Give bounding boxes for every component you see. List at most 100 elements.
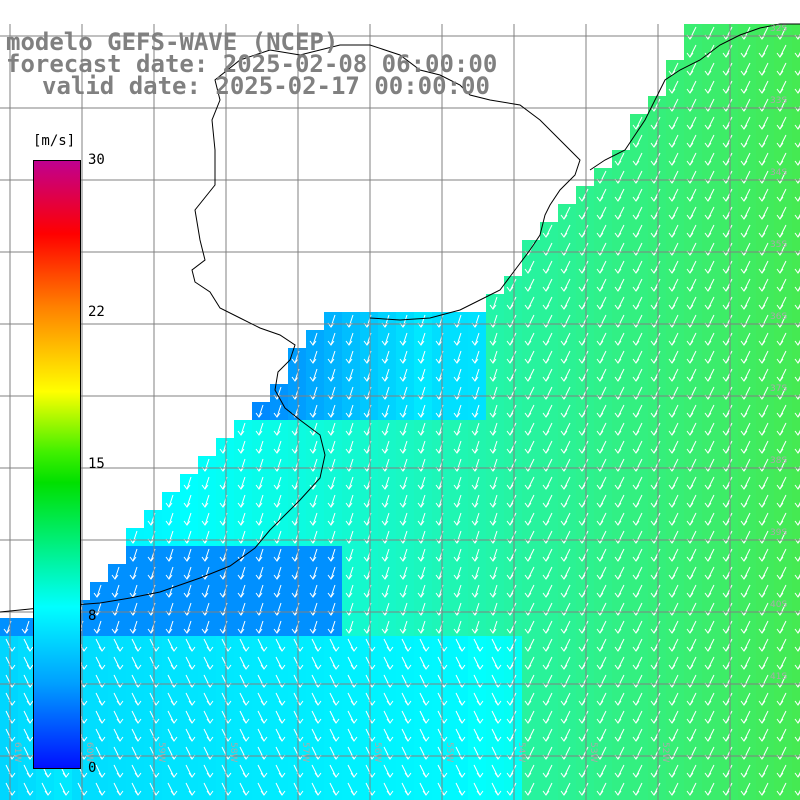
field-cell	[792, 528, 800, 546]
wind-arrow	[542, 494, 553, 508]
wind-arrow	[167, 782, 178, 796]
wind-arrow	[524, 620, 535, 634]
wind-arrow	[632, 368, 643, 382]
wind-arrow	[650, 782, 661, 796]
wind-arrow	[722, 512, 733, 526]
field-cell	[360, 798, 378, 800]
field-cell	[792, 24, 800, 42]
wind-arrow	[417, 422, 426, 436]
wind-arrow	[345, 422, 354, 436]
wind-arrow	[473, 638, 484, 652]
field-cell	[792, 276, 800, 294]
wind-arrow	[686, 296, 697, 310]
wind-arrow	[776, 134, 787, 148]
wind-arrow	[399, 422, 408, 436]
wind-arrow	[417, 494, 426, 508]
field-cell	[792, 492, 800, 510]
wind-arrow	[311, 764, 322, 778]
wind-arrow	[113, 656, 124, 670]
field-cell	[180, 798, 198, 800]
wind-arrow	[95, 638, 106, 652]
wind-arrow	[722, 152, 733, 166]
wind-arrow	[668, 80, 679, 94]
wind-arrow	[722, 548, 733, 562]
wind-arrow	[113, 764, 124, 778]
wind-arrow	[327, 350, 336, 364]
wind-arrow	[560, 224, 571, 238]
wind-arrow	[560, 278, 571, 292]
wind-arrow	[381, 350, 390, 364]
wind-arrow	[506, 728, 517, 742]
wind-arrow	[345, 620, 354, 634]
wind-arrow	[471, 368, 480, 382]
wind-arrow	[668, 620, 679, 634]
wind-arrow	[542, 476, 553, 490]
field-cell	[738, 798, 756, 800]
wind-arrow	[578, 584, 589, 598]
wind-arrow	[776, 494, 787, 508]
wind-arrow	[740, 728, 751, 742]
field-cell	[198, 798, 216, 800]
wind-arrow	[614, 512, 625, 526]
field-cell	[792, 798, 800, 800]
wind-arrow	[111, 620, 120, 634]
wind-arrow	[129, 566, 138, 580]
wind-arrow	[740, 440, 751, 454]
wind-arrow	[596, 296, 607, 310]
wind-arrow	[632, 584, 643, 598]
wind-arrow	[383, 764, 394, 778]
wind-arrow	[275, 782, 286, 796]
wind-arrow	[524, 260, 535, 274]
wind-arrow	[668, 638, 679, 652]
wind-arrow	[453, 548, 462, 562]
wind-arrow	[722, 584, 733, 598]
wind-arrow	[650, 188, 661, 202]
wind-arrow	[542, 656, 553, 670]
wind-arrow	[417, 350, 426, 364]
field-cell	[378, 798, 396, 800]
wind-arrow	[668, 134, 679, 148]
lat-label: 34S	[770, 168, 788, 178]
wind-arrow	[686, 224, 697, 238]
wind-arrow	[401, 728, 412, 742]
wind-arrow	[596, 494, 607, 508]
wind-arrow	[758, 566, 769, 580]
field-cell	[792, 132, 800, 150]
field-cell	[18, 798, 36, 800]
wind-arrow	[381, 440, 390, 454]
wind-arrow	[776, 422, 787, 436]
wind-arrow	[740, 296, 751, 310]
wind-arrow	[167, 638, 178, 652]
wind-arrow	[453, 584, 462, 598]
wind-arrow	[183, 512, 192, 526]
wind-arrow	[794, 429, 800, 436]
wind-arrow	[776, 548, 787, 562]
wind-arrow	[632, 710, 643, 724]
wind-arrow	[776, 476, 787, 490]
field-cell	[576, 798, 594, 800]
wind-arrow	[273, 584, 282, 598]
field-cell	[792, 78, 800, 96]
wind-arrow	[542, 404, 553, 418]
wind-arrow	[668, 260, 679, 274]
wind-arrow	[542, 620, 553, 634]
field-cell	[468, 798, 486, 800]
wind-arrow	[776, 188, 787, 202]
wind-arrow	[309, 494, 318, 508]
wind-arrow	[740, 116, 751, 130]
wind-arrow	[794, 645, 800, 652]
wind-arrow	[381, 566, 390, 580]
wind-arrow	[201, 494, 210, 508]
field-cell	[450, 798, 468, 800]
wind-arrow	[578, 512, 589, 526]
wind-arrow	[327, 566, 336, 580]
wind-arrow	[776, 260, 787, 274]
wind-arrow	[614, 476, 625, 490]
wind-arrow	[704, 782, 715, 796]
wind-arrow	[740, 278, 751, 292]
wind-arrow	[614, 188, 625, 202]
field-cell	[108, 798, 126, 800]
wind-arrow	[399, 494, 408, 508]
wind-arrow	[686, 152, 697, 166]
wind-arrow	[776, 710, 787, 724]
